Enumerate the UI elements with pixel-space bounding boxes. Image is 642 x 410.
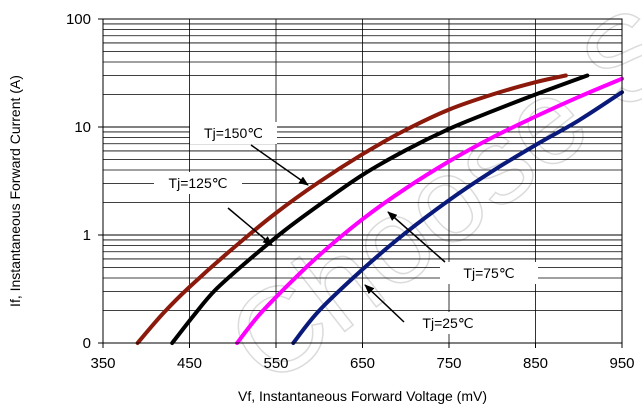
x-tick-label: 850 xyxy=(523,355,548,372)
axes xyxy=(98,18,623,348)
annotation-label-3: Tj=25℃ xyxy=(422,315,473,331)
x-tick-label: 750 xyxy=(436,355,461,372)
annotation-box-2 xyxy=(440,262,538,284)
annotation-arrow-2 xyxy=(387,211,446,263)
y-axis-label: If, Instantaneous Forward Current (A) xyxy=(7,75,23,307)
annotation-box-0 xyxy=(190,122,277,144)
x-tick-label: 950 xyxy=(609,355,634,372)
annotation-box-1 xyxy=(154,172,242,194)
y-tick-label: 0 xyxy=(83,335,91,352)
series-line-1 xyxy=(170,73,590,345)
series-lines xyxy=(135,73,624,345)
series-line-3 xyxy=(291,90,624,345)
x-tick-label: 550 xyxy=(263,355,288,372)
x-tick-labels: 350 450 550 650 750 850 950 xyxy=(90,355,634,372)
annotation-arrow-1 xyxy=(227,207,273,246)
series-line-2 xyxy=(235,76,624,345)
y-tick-label: 100 xyxy=(66,11,91,28)
y-tick-label: 10 xyxy=(74,119,91,136)
x-tick-label: 650 xyxy=(350,355,375,372)
annotation-label-1: Tj=125℃ xyxy=(169,175,228,191)
annotation-label-0: Tj=150℃ xyxy=(204,125,263,141)
series-line-0 xyxy=(135,73,568,345)
watermark-text: Choose S xyxy=(204,0,642,410)
y-tick-labels: 0 1 10 100 xyxy=(66,11,91,352)
annotation-label-2: Tj=75℃ xyxy=(463,265,514,281)
annotation-arrow-0 xyxy=(250,144,309,186)
annotations: Tj=150℃ Tj=125℃ Tj=75℃ Tj=25℃ xyxy=(154,122,538,334)
annotation-arrow-3 xyxy=(364,284,405,323)
annotation-box-3 xyxy=(402,312,494,334)
x-tick-label: 450 xyxy=(177,355,202,372)
x-axis-label: Vf, Instantaneous Forward Voltage (mV) xyxy=(238,388,487,404)
y-tick-label: 1 xyxy=(83,227,91,244)
x-tick-label: 350 xyxy=(90,355,115,372)
watermark: Choose S xyxy=(203,0,642,410)
